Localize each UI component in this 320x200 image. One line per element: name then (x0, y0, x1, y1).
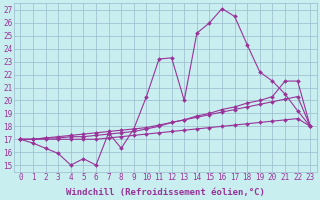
X-axis label: Windchill (Refroidissement éolien,°C): Windchill (Refroidissement éolien,°C) (66, 188, 265, 197)
